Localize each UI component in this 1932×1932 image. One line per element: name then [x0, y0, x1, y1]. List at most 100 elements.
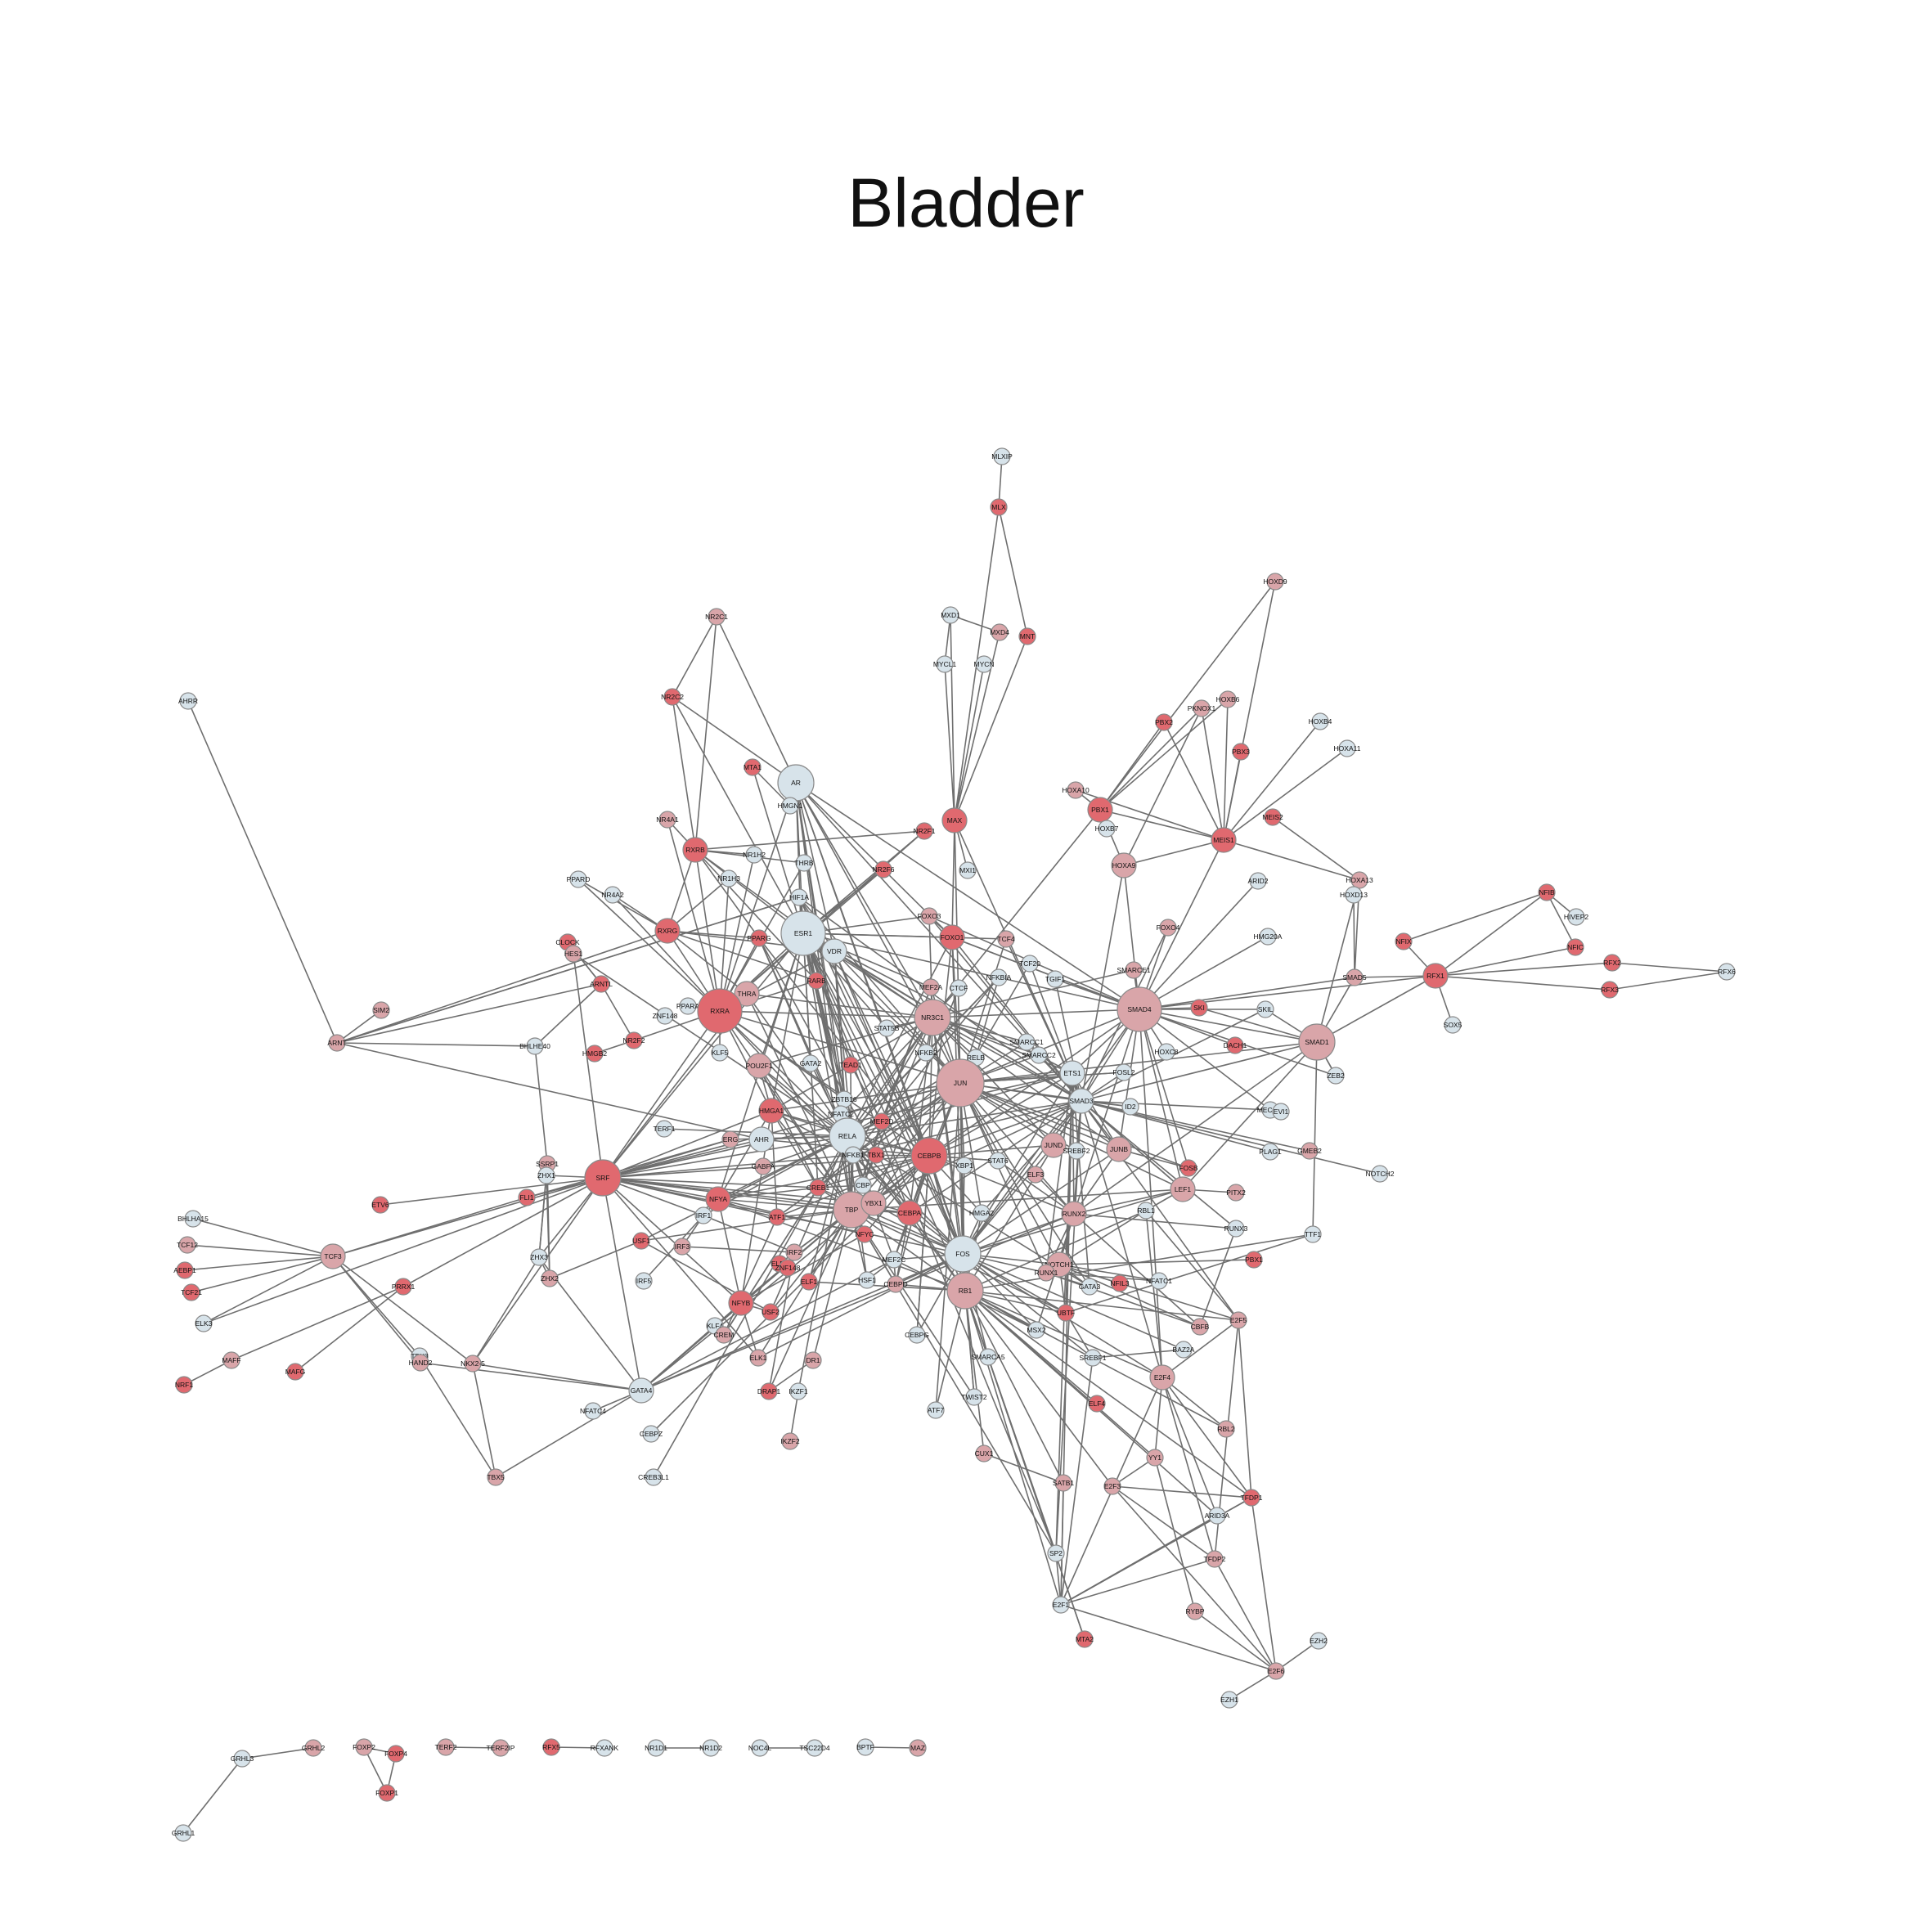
node-FOXO4[interactable]: FOXO4 — [1157, 919, 1180, 937]
node-circle[interactable] — [1298, 1023, 1336, 1061]
node-ELF3[interactable]: ELF3 — [1027, 1166, 1045, 1184]
node-circle[interactable] — [175, 1376, 193, 1394]
node-circle[interactable] — [604, 886, 622, 904]
node-circle[interactable] — [1304, 1225, 1322, 1243]
node-circle[interactable] — [1422, 963, 1449, 989]
node-MAFG[interactable]: MAFG — [285, 1363, 306, 1381]
node-MLX[interactable]: MLX — [990, 498, 1008, 516]
node-circle[interactable] — [1603, 954, 1621, 972]
node-SKIL[interactable]: SKIL — [1256, 1000, 1274, 1018]
node-circle[interactable] — [748, 1126, 775, 1152]
node-PBX1b[interactable]: PBX1 — [1245, 1251, 1263, 1269]
node-CEBPG[interactable]: CEBPG — [905, 1326, 929, 1344]
node-circle[interactable] — [1170, 1176, 1196, 1202]
node-circle[interactable] — [1229, 1311, 1247, 1329]
node-circle[interactable] — [1175, 1341, 1193, 1359]
node-NFYB[interactable]: NFYB — [728, 1290, 754, 1316]
node-circle[interactable] — [1111, 852, 1137, 878]
node-PBX2[interactable]: PBX2 — [1155, 713, 1173, 731]
node-E2F1[interactable]: E2F1 — [1052, 1596, 1070, 1614]
node-AR[interactable]: AR — [777, 764, 815, 802]
node-HMGB2[interactable]: HMGB2 — [582, 1045, 608, 1063]
node-circle[interactable] — [993, 447, 1011, 465]
node-circle[interactable] — [887, 1275, 905, 1293]
node-DACH1[interactable]: DACH1 — [1224, 1036, 1247, 1054]
node-circle[interactable] — [1259, 928, 1277, 946]
node-circle[interactable] — [809, 1179, 827, 1197]
node-circle[interactable] — [941, 606, 959, 624]
node-PKNOX1[interactable]: PKNOX1 — [1188, 699, 1216, 717]
node-circle[interactable] — [1220, 1691, 1238, 1709]
node-circle[interactable] — [1081, 1278, 1099, 1296]
node-circle[interactable] — [1059, 1060, 1085, 1086]
node-RB1[interactable]: RB1 — [946, 1272, 984, 1310]
node-circle[interactable] — [874, 860, 892, 878]
node-NR1D2[interactable]: NR1D2 — [699, 1739, 722, 1757]
node-ARNT[interactable]: ARNT — [327, 1034, 347, 1052]
node-ZHX1[interactable]: ZHX1 — [537, 1166, 555, 1184]
node-circle[interactable] — [965, 1388, 983, 1406]
node-BHLHE40[interactable]: BHLHE40 — [519, 1037, 550, 1055]
node-TFDP2[interactable]: TFDP2 — [1204, 1550, 1226, 1568]
node-RFX3[interactable]: RFX3 — [1601, 981, 1619, 999]
node-circle[interactable] — [896, 1200, 923, 1226]
node-circle[interactable] — [1046, 970, 1064, 988]
node-EVI1[interactable]: EVI1 — [1272, 1103, 1290, 1121]
node-HOXA10[interactable]: HOXA10 — [1062, 781, 1090, 799]
node-circle[interactable] — [222, 1351, 240, 1369]
node-RFX5[interactable]: RFX5 — [542, 1738, 560, 1756]
node-BAZ2A[interactable]: BAZ2A — [1173, 1341, 1195, 1359]
node-circle[interactable] — [950, 979, 968, 997]
node-circle[interactable] — [790, 888, 808, 906]
node-MEF2C[interactable]: MEF2C — [883, 1251, 906, 1269]
node-SMAD3[interactable]: SMAD3 — [1068, 1088, 1094, 1114]
node-MSX2[interactable]: MSX2 — [1027, 1321, 1046, 1339]
node-circle[interactable] — [178, 1236, 196, 1254]
node-circle[interactable] — [437, 1738, 455, 1756]
node-circle[interactable] — [584, 1159, 622, 1197]
node-CREB3L1[interactable]: CREB3L1 — [638, 1468, 669, 1486]
node-circle[interactable] — [1242, 1489, 1260, 1507]
node-circle[interactable] — [1087, 797, 1113, 823]
node-circle[interactable] — [715, 1326, 733, 1344]
node-circle[interactable] — [1179, 1159, 1197, 1177]
node-CEBPD[interactable]: CEBPD — [883, 1275, 908, 1293]
node-PLAG1[interactable]: PLAG1 — [1259, 1143, 1282, 1161]
node-SMAD1[interactable]: SMAD1 — [1298, 1023, 1336, 1061]
node-circle[interactable] — [1040, 1132, 1067, 1158]
node-circle[interactable] — [979, 1348, 997, 1366]
node-circle[interactable] — [1206, 1550, 1224, 1568]
node-MEF2D[interactable]: MEF2D — [870, 1112, 894, 1130]
node-circle[interactable] — [989, 1152, 1007, 1170]
node-circle[interactable] — [1444, 1016, 1462, 1034]
node-circle[interactable] — [789, 1382, 807, 1400]
node-circle[interactable] — [807, 972, 825, 990]
node-circle[interactable] — [959, 861, 977, 879]
node-circle[interactable] — [586, 1045, 604, 1063]
node-CBP[interactable]: CBP — [854, 1176, 872, 1194]
node-MAX[interactable]: MAX — [941, 807, 968, 833]
node-SMAD4[interactable]: SMAD4 — [1117, 986, 1162, 1032]
node-circle[interactable] — [915, 822, 933, 840]
node-circle[interactable] — [1068, 1088, 1094, 1114]
node-SP2[interactable]: SP2 — [1047, 1544, 1065, 1562]
node-MAFF[interactable]: MAFF — [222, 1351, 241, 1369]
node-HIF1A[interactable]: HIF1A — [789, 888, 809, 906]
node-HAND2[interactable]: HAND2 — [409, 1354, 433, 1372]
node-NFKBIA[interactable]: NFKBIA — [986, 968, 1012, 986]
node-XBP1[interactable]: XBP1 — [955, 1157, 973, 1175]
node-SMARCC2[interactable]: SMARCC2 — [1022, 1046, 1056, 1064]
node-PRRX1[interactable]: PRRX1 — [392, 1278, 416, 1296]
node-circle[interactable] — [914, 999, 951, 1036]
node-NR1H3[interactable]: NR1H3 — [717, 869, 740, 887]
node-circle[interactable] — [564, 945, 582, 963]
node-circle[interactable] — [1538, 883, 1556, 901]
node-circle[interactable] — [1115, 1063, 1133, 1081]
node-ARNTL[interactable]: ARNTL — [590, 975, 613, 993]
node-DRAP1[interactable]: DRAP1 — [757, 1382, 781, 1400]
node-circle[interactable] — [569, 870, 587, 888]
node-ATF1[interactable]: ATF1 — [768, 1208, 786, 1226]
node-circle[interactable] — [781, 797, 799, 815]
node-POU2F1[interactable]: POU2F1 — [745, 1053, 773, 1079]
node-circle[interactable] — [1272, 1103, 1290, 1121]
